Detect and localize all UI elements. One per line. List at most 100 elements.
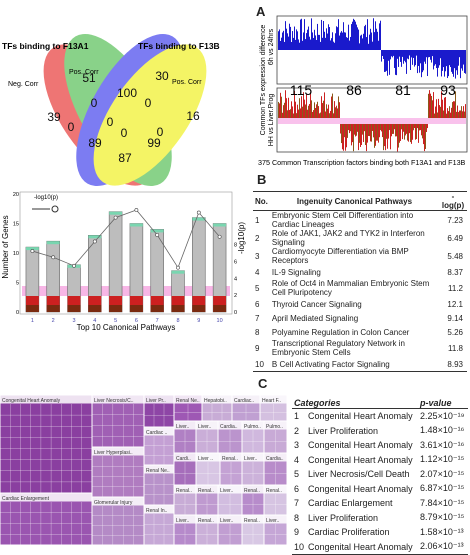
bar-cap (171, 270, 185, 274)
row-pvalue: 1.12×10⁻¹⁵ (420, 454, 465, 465)
row-pvalue: 8.79×10⁻¹⁵ (420, 512, 465, 523)
row-pathway: Role of Oct4 in Mammalian Embryonic Stem… (271, 279, 430, 297)
treemap-label: Renal.. (176, 488, 192, 494)
row-pvalue: 6.87×10⁻¹⁵ (420, 483, 465, 494)
heatmap-top-bars (278, 18, 466, 79)
row-logp: 7.23 (447, 215, 463, 225)
logp-point (217, 234, 222, 239)
table-row: 1 Congenital Heart Anomaly 2.25×10⁻¹⁹ (292, 409, 468, 424)
venn-diagram: TFs binding to F13A1 TFs binding to F13B… (2, 33, 220, 187)
pathways-table: No. Ingenuity Canonical Pathways -log(p)… (253, 191, 467, 372)
venn-value-51: 51 (82, 71, 96, 85)
row-logp: 11.8 (448, 343, 463, 353)
row-number: 7 (255, 313, 260, 323)
venn-value-0: 0 (68, 120, 75, 134)
treemap-label: Renal.. (266, 488, 282, 494)
row-number: 3 (255, 251, 260, 261)
bar-axis-ticks: 0 5 10 15 20 0 2 4 6 8 1 2 3 4 5 6 7 8 9 10 (13, 192, 237, 324)
pathway-bar-chart: Number of Genes -log10(p) -log10(p) 0510… (1, 191, 246, 332)
line-series (30, 208, 222, 270)
left-tick-label: 10 (13, 251, 19, 257)
row-number: 2 (255, 233, 260, 243)
row-pathway: Role of JAK1, JAK2 and TYK2 in Interfero… (271, 229, 425, 247)
row-category: Cardiac Proliferation (308, 527, 390, 538)
table-row: 8 Polyamine Regulation in Colon Cancer 5.2… (253, 325, 467, 339)
table-row: 10 Congenital Heart Anomaly 2.06×10⁻¹³ (292, 539, 468, 555)
row-number: 10 (292, 539, 307, 555)
treemap-label: Liver Hyperplasi.. (94, 450, 133, 456)
heatmap-bottom-bars (278, 90, 466, 152)
row-number: 9 (255, 343, 260, 353)
row-pathway: April Mediated Signaling (271, 313, 359, 323)
table-row: 7 Cardiac Enlargement 7.84×10⁻¹⁵ (292, 496, 468, 511)
row-number: 6 (294, 483, 300, 494)
bar-cap (213, 223, 227, 227)
row-pvalue: 7.84×10⁻¹⁵ (420, 497, 465, 508)
logp-line (32, 209, 220, 269)
bar-cap (25, 247, 39, 251)
row-category: Liver Proliferation (308, 512, 379, 523)
table-row: 6 Congenital Heart Anomaly 6.87×10⁻¹⁵ (292, 482, 468, 497)
col-header-pathway: Ingenuity Canonical Pathways (269, 191, 439, 211)
row-logp: 8.93 (439, 357, 467, 372)
treemap-label: Renal.. (244, 488, 260, 494)
table-row: 7 April Mediated Signaling 9.14 (253, 311, 467, 325)
table-row: 8 Liver Proliferation 8.79×10⁻¹⁵ (292, 511, 468, 526)
panel-a-ylabel-bot: HH vs Liver.Prog (268, 94, 275, 147)
col-header-no: No. (253, 191, 270, 211)
treemap-cell (0, 395, 93, 494)
bar-segment-brown (109, 305, 123, 312)
row-number: 2 (294, 425, 300, 436)
table-row: 9 Transcriptional Regulatory Network in E… (253, 339, 467, 357)
venn-value-89: 89 (88, 136, 102, 150)
bar-xlabel: Top 10 Canonical Pathways (77, 323, 176, 332)
treemap-label: Pulmo.. (244, 424, 261, 430)
row-pathway: Transcriptional Regulatory Network in Em… (271, 339, 405, 357)
right-tick-label: 4 (234, 276, 237, 282)
row-logp: 5.26 (447, 327, 463, 337)
venn-value-0: 0 (107, 115, 114, 129)
bar-segment-brown (129, 305, 143, 312)
right-tick-label: 0 (234, 310, 237, 316)
table-header-row: No. Ingenuity Canonical Pathways -log(p) (253, 191, 467, 211)
logp-point (196, 210, 201, 215)
x-tick-label: 2 (52, 318, 55, 324)
treemap-label: Hepatobi.. (204, 398, 227, 404)
row-category: Congenital Heart Anomaly (306, 539, 419, 555)
logp-point (155, 233, 160, 237)
table-header-row: Categories p-value (292, 398, 468, 409)
panel-a-ylabel-top2: 6h vs 24hrs (268, 28, 275, 65)
venn-value-0: 0 (91, 96, 98, 110)
bar-segment-brown (213, 305, 227, 312)
table-row: 5 Liver Necrosis/Cell Death 2.07×10⁻¹⁵ (292, 467, 468, 482)
row-pvalue: 2.07×10⁻¹⁵ (420, 468, 465, 479)
venn-value-99: 99 (147, 136, 161, 150)
row-pathway: Embryonic Stem Cell Differentiation into… (271, 211, 414, 229)
treemap-label: Liver Necrosis/C.. (94, 398, 133, 404)
logp-point (51, 255, 56, 260)
table-row: 4 Congenital Heart Anomaly 1.12×10⁻¹⁵ (292, 453, 468, 468)
panel-a-ylabel-top: Common TFs expression difference (260, 25, 267, 136)
row-number: 4 (255, 267, 260, 277)
x-tick-label: 10 (217, 318, 223, 324)
treemap-label: Liver.. (176, 424, 189, 430)
logp-point (72, 263, 76, 268)
x-tick-label: 1 (31, 318, 34, 324)
venn-value-0: 0 (157, 125, 164, 139)
row-pvalue: 1.48×10⁻¹⁶ (420, 425, 465, 436)
treemap: Congenital Heart Anomaly Cardiac Enlargem… (0, 395, 287, 545)
venn-value-0: 0 (145, 96, 152, 110)
treemap-label: Liver Pr.. (146, 398, 166, 404)
left-tick-label: 0 (16, 310, 19, 316)
row-number: 8 (255, 327, 260, 337)
row-logp: 9.14 (447, 313, 463, 323)
bar-ylabel-right: -log10(p) (237, 222, 246, 254)
row-number: 1 (255, 215, 260, 225)
treemap-label: Cardiac .. (146, 430, 167, 436)
row-number: 7 (294, 498, 300, 509)
left-tick-label: 15 (13, 222, 19, 228)
row-number: 3 (294, 440, 300, 451)
row-logp: 12.1 (447, 299, 463, 309)
bar-cap (88, 235, 102, 239)
x-tick-label: 5 (114, 318, 117, 324)
